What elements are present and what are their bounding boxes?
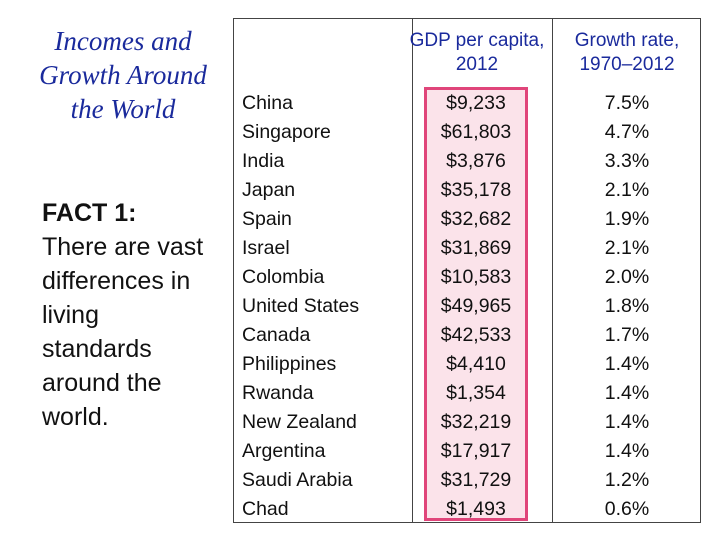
country-cell: Spain: [242, 208, 292, 230]
fact-heading: FACT 1:: [42, 199, 137, 227]
country-cell: United States: [242, 295, 360, 317]
growth-rate-cell: 1.2%: [604, 469, 650, 491]
header-growth: Growth rate, 1970–2012: [574, 30, 680, 75]
gdp-cell: $1,354: [446, 382, 506, 404]
country-cell: Singapore: [242, 121, 331, 143]
gdp-cell: $10,583: [440, 266, 512, 288]
country-cell: Japan: [242, 179, 296, 201]
gdp-cell: $61,803: [440, 121, 512, 143]
gdp-column: $9,233 $61,803 $3,876 $35,178 $32,682 $31,869…: [424, 89, 528, 524]
gdp-cell: $32,219: [440, 411, 512, 433]
growth-rate-cell: 2.1%: [604, 237, 650, 259]
country-cell: Saudi Arabia: [242, 469, 353, 491]
gdp-cell: $9,233: [446, 92, 506, 114]
growth-column: 7.5% 4.7% 3.3% 2.1% 1.9% 2.1% 2.0% 1.8% 1.7% 1.4%…: [552, 89, 702, 524]
gdp-cell: $31,869: [440, 237, 512, 259]
growth-rate-cell: 1.4%: [604, 411, 650, 433]
country-cell: China: [242, 92, 293, 114]
country-cell: Chad: [242, 498, 289, 520]
growth-rate-cell: 7.5%: [604, 92, 650, 114]
gdp-cell: $35,178: [440, 179, 512, 201]
gdp-cell: $1,493: [446, 498, 506, 520]
growth-rate-cell: 2.0%: [604, 266, 650, 288]
column-divider: [552, 19, 553, 522]
country-cell: Colombia: [242, 266, 325, 288]
growth-rate-cell: 1.8%: [604, 295, 650, 317]
gdp-cell: $42,533: [440, 324, 512, 346]
growth-rate-cell: 2.1%: [604, 179, 650, 201]
header-gdp: GDP per capita, 2012: [409, 30, 545, 75]
growth-rate-cell: 4.7%: [604, 121, 650, 143]
fact-block: FACT 1: There are vast differences in li…: [42, 196, 212, 434]
growth-rate-cell: 1.4%: [604, 353, 650, 375]
gdp-cell: $31,729: [440, 469, 512, 491]
country-cell: Philippines: [242, 353, 337, 375]
growth-rate-cell: 0.6%: [604, 498, 650, 520]
slide-title: Incomes and Growth Around the World: [39, 26, 207, 124]
column-divider: [412, 19, 413, 522]
gdp-column-highlight: [424, 87, 528, 521]
country-cell: Israel: [242, 237, 290, 259]
country-cell: Canada: [242, 324, 311, 346]
income-growth-table: GDP per capita, 2012 Growth rate, 1970–2…: [233, 18, 701, 523]
gdp-cell: $17,917: [440, 440, 512, 462]
country-cell: Argentina: [242, 440, 326, 462]
gdp-cell: $32,682: [440, 208, 512, 230]
fact-text: There are vast differences in living sta…: [42, 233, 204, 431]
growth-rate-cell: 1.7%: [604, 324, 650, 346]
country-cell: Rwanda: [242, 382, 314, 404]
gdp-cell: $4,410: [446, 353, 506, 375]
growth-rate-cell: 1.4%: [604, 382, 650, 404]
country-cell: India: [242, 150, 285, 172]
growth-rate-cell: 3.3%: [604, 150, 650, 172]
gdp-cell: $3,876: [446, 150, 506, 172]
country-cell: New Zealand: [242, 411, 357, 433]
country-column: China Singapore India Japan Spain Israel Colom…: [242, 89, 359, 524]
gdp-cell: $49,965: [440, 295, 512, 317]
growth-rate-cell: 1.4%: [604, 440, 650, 462]
growth-rate-cell: 1.9%: [604, 208, 650, 230]
